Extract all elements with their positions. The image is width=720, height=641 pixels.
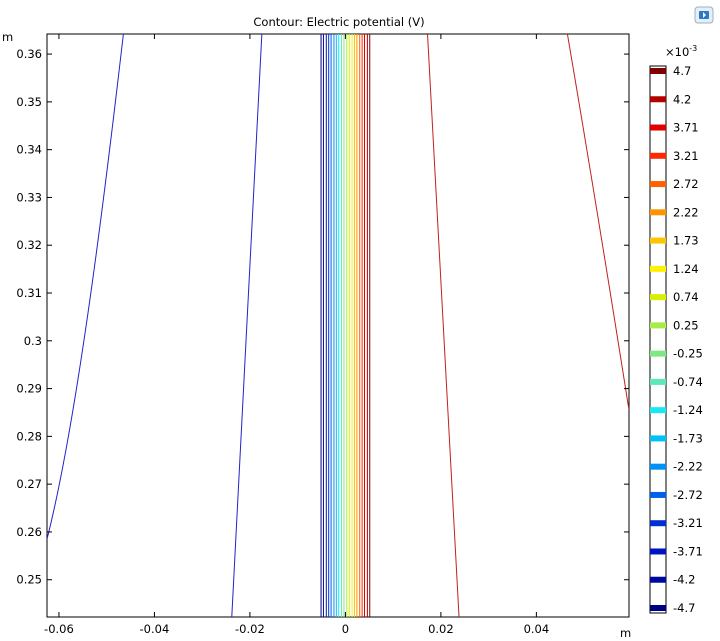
colorbar-label: -0.25 (673, 347, 703, 361)
plot-title: Contour: Electric potential (V) (253, 15, 424, 29)
y-tick-label: 0.33 (16, 190, 42, 204)
y-tick-label: 0.32 (16, 238, 42, 252)
colorbar-swatch (650, 237, 666, 244)
colorbar-label: 1.73 (673, 234, 699, 248)
colorbar-swatch (650, 350, 666, 357)
colorbar-label: 3.71 (673, 121, 699, 135)
x-axis: -0.06 -0.04 -0.02 0 0.02 0.04 (44, 34, 549, 636)
colorbar-label: -3.21 (673, 516, 703, 530)
colorbar-levels: 4.7 4.2 3.71 3.21 2.72 2.22 1.73 1.24 0.74 0.25 -0… (650, 64, 703, 615)
colorbar-label: -2.72 (673, 488, 703, 502)
colorbar-label: 1.24 (673, 262, 699, 276)
colorbar-label: -1.73 (673, 431, 703, 445)
colorbar-legend: ×10-3 4.7 4.2 3.71 3.21 2.72 2.22 1.73 1.24 0.74… (649, 44, 703, 615)
y-axis-unit: m (2, 30, 13, 44)
y-tick-label: 0.35 (16, 95, 42, 109)
colorbar-label: 0.74 (673, 290, 699, 304)
colorbar-label: -4.7 (673, 601, 695, 615)
colorbar-swatch (650, 152, 666, 159)
colorbar-frame (649, 65, 667, 614)
colorbar-swatch (650, 378, 666, 385)
colorbar-swatch (650, 605, 666, 611)
colorbar-label: 3.21 (673, 149, 699, 163)
contour-lines (47, 34, 629, 617)
colorbar-swatch (650, 548, 666, 555)
x-tick-label: -0.02 (235, 622, 265, 636)
colorbar-swatch (650, 576, 666, 583)
colorbar-swatch (650, 209, 666, 216)
contour-curve (47, 34, 124, 540)
colorbar-label: -2.22 (673, 460, 703, 474)
y-tick-label: 0.26 (16, 525, 42, 539)
colorbar-swatch (650, 520, 666, 527)
y-tick-label: 0.34 (16, 143, 42, 157)
x-tick-label: -0.06 (44, 622, 74, 636)
x-tick-label: -0.04 (140, 622, 170, 636)
y-tick-label: 0.36 (16, 47, 42, 61)
colorbar-exponent: ×10-3 (665, 44, 697, 59)
colorbar-label: -3.71 (673, 544, 703, 558)
x-tick-label: 0 (342, 622, 349, 636)
contour-curve (427, 34, 460, 617)
colorbar-label: 2.22 (673, 205, 699, 219)
y-tick-label: 0.3 (24, 334, 42, 348)
colorbar-swatch (650, 322, 666, 329)
colorbar-swatch (650, 181, 666, 188)
colorbar-swatch (650, 96, 666, 103)
colorbar-label: -0.74 (673, 375, 703, 389)
colorbar-swatch (650, 435, 666, 442)
colorbar-swatch (650, 491, 666, 498)
colorbar-label: -1.24 (673, 403, 703, 417)
colorbar-label: 4.7 (673, 64, 691, 78)
x-tick-label: 0.02 (428, 622, 454, 636)
logo-arrow-icon (703, 12, 706, 18)
plot-frame (46, 33, 630, 618)
x-axis-unit: m (620, 626, 631, 640)
colorbar-swatch (650, 124, 666, 131)
y-tick-label: 0.29 (16, 382, 42, 396)
contour-curve (231, 34, 263, 617)
contour-curve (566, 34, 629, 411)
plot-area: -0.06 -0.04 -0.02 0 0.02 0.04 0.250.260.270.2… (16, 33, 630, 636)
colorbar-label: 0.25 (673, 318, 699, 332)
colorbar-swatch (650, 463, 666, 470)
x-tick-label: 0.04 (524, 622, 550, 636)
y-tick-label: 0.31 (16, 286, 42, 300)
colorbar-swatch (650, 68, 666, 74)
colorbar-label: 2.72 (673, 177, 699, 191)
colorbar-swatch (650, 294, 666, 301)
y-axis: 0.25 0.26 0.27 0.28 0.29 0.3 0.31 0.32 0.33 0.34 0… (16, 47, 629, 587)
colorbar-exponent-power: -3 (689, 44, 697, 53)
y-tick-label: 0.27 (16, 477, 42, 491)
colorbar-swatch (650, 265, 666, 272)
colorbar-label: 4.2 (673, 92, 691, 106)
comsol-logo-button[interactable] (694, 6, 714, 24)
y-tick-label: 0.25 (16, 573, 42, 587)
colorbar-label: -4.2 (673, 573, 695, 587)
colorbar-exponent-base: ×10 (665, 45, 689, 59)
y-tick-label: 0.28 (16, 429, 42, 443)
colorbar-swatch (650, 407, 666, 414)
